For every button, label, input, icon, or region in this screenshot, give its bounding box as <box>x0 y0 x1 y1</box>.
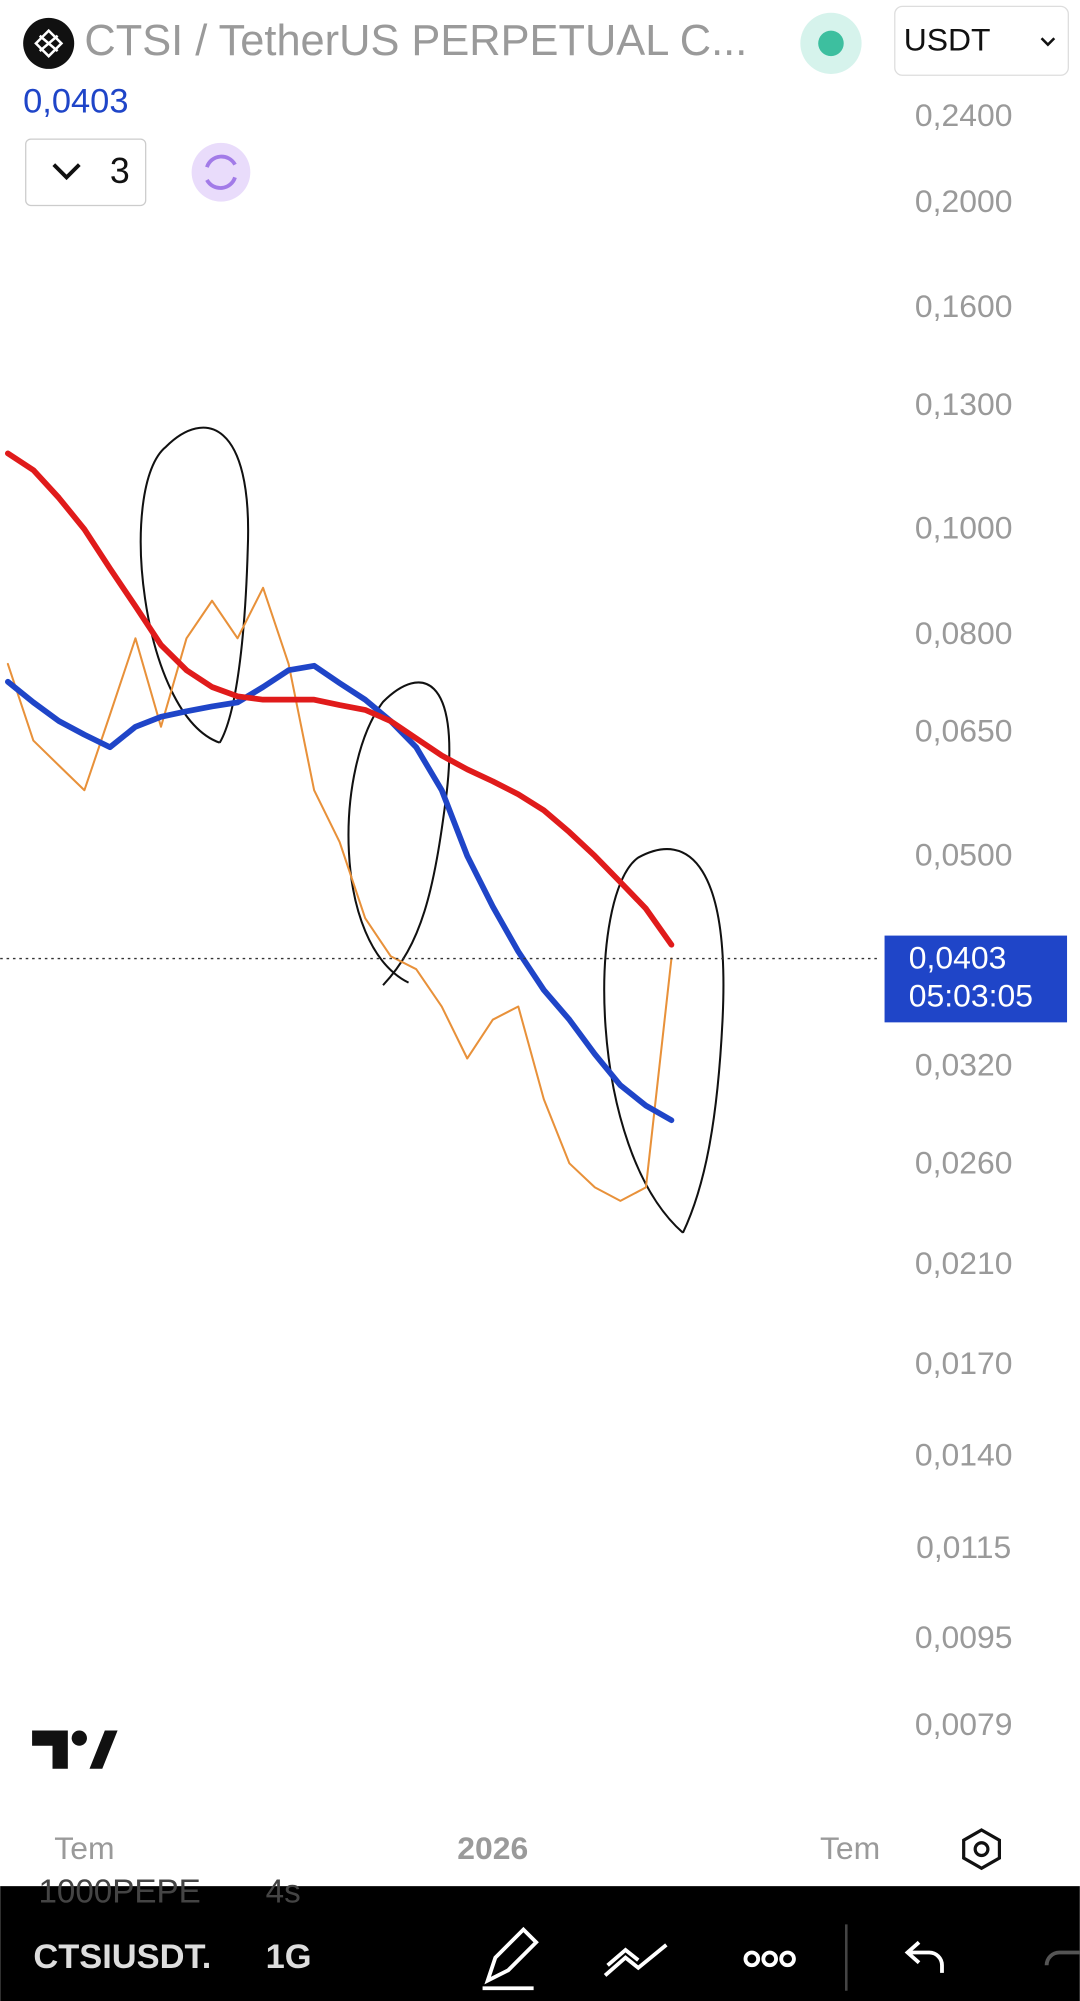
hidden-change: 4s <box>266 1874 301 1911</box>
y-tick-label: 0,0320 <box>915 1047 1013 1083</box>
more-button[interactable] <box>743 1950 796 1968</box>
chevron <box>1040 37 1056 47</box>
tv-logo <box>32 1730 118 1769</box>
toolbar-interval[interactable]: 1G <box>266 1938 312 1976</box>
ellipse <box>603 848 725 1234</box>
y-tick-label: 0,1600 <box>915 288 1013 324</box>
annotations <box>139 426 725 1234</box>
y-tick-label: 0,0140 <box>915 1436 1013 1472</box>
y-tick-label: 0,0500 <box>915 836 1013 872</box>
y-tick-label: 0,0260 <box>915 1145 1013 1181</box>
y-tick-label: 0,2000 <box>915 183 1013 219</box>
y-tick-label: 0,0650 <box>915 713 1013 749</box>
settings-button[interactable] <box>962 1828 1002 1871</box>
y-tick-label: 0,0210 <box>915 1245 1013 1281</box>
x-tick-label: Tem <box>820 1830 880 1866</box>
y-tick-label: 0,1000 <box>915 510 1013 546</box>
lines-button[interactable] <box>603 1943 668 1977</box>
y-tick-label: 0,0170 <box>915 1345 1013 1381</box>
moving-average <box>4 662 675 1124</box>
last-price: 0,0403 <box>23 82 128 120</box>
price-line <box>6 586 673 1202</box>
quote-select[interactable] <box>894 5 1069 76</box>
hidden-symbol: 1000PEPE <box>38 1874 200 1911</box>
price-tag-value: 0,0403 <box>909 939 1007 975</box>
toolbar <box>0 1886 1080 2001</box>
y-tick-label: 0,0115 <box>916 1529 1011 1565</box>
refresh-icon <box>205 154 237 190</box>
draw-button[interactable] <box>482 1926 539 1991</box>
symbol-title[interactable]: CTSI / TetherUS PERPETUAL C... <box>84 17 747 65</box>
moving-average <box>4 450 675 948</box>
plot <box>4 450 675 1202</box>
quote-label: USDT <box>904 22 991 58</box>
y-tick-label: 0,1300 <box>915 386 1013 422</box>
redo-button[interactable] <box>1044 1950 1080 1966</box>
indicator-toggle[interactable] <box>25 138 147 207</box>
logo-glyph <box>34 28 64 58</box>
indicator-count: 3 <box>110 151 130 191</box>
refresh-button[interactable] <box>191 142 251 202</box>
price-tag-countdown: 05:03:05 <box>909 978 1033 1014</box>
toolbar-symbol[interactable]: CTSIUSDT. <box>33 1938 211 1976</box>
chevron <box>52 163 81 181</box>
y-tick-label: 0,0800 <box>915 615 1013 651</box>
y-tick-label: 0,0079 <box>915 1706 1013 1742</box>
x-tick-label: 2026 <box>457 1830 528 1866</box>
undo-button[interactable] <box>904 1940 944 1973</box>
y-tick-label: 0,0095 <box>915 1619 1013 1655</box>
tv-logo-dot <box>71 1730 87 1746</box>
y-tick-label: 0,2400 <box>915 97 1013 133</box>
x-tick-label: Tem <box>54 1830 114 1866</box>
price-tag <box>884 935 1068 1023</box>
status-dot[interactable] <box>818 30 844 57</box>
settings-icon <box>973 1841 990 1858</box>
